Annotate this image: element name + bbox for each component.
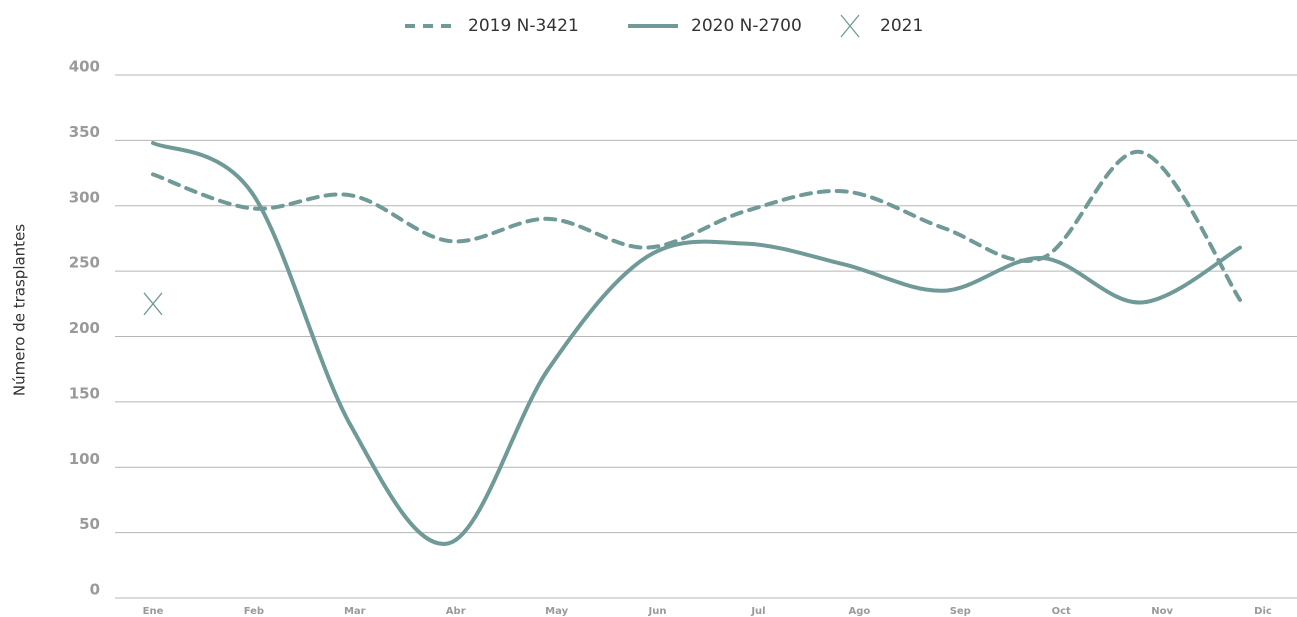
x-tick-label: Ago bbox=[848, 606, 870, 617]
x-tick-label: Mar bbox=[344, 606, 366, 617]
x-tick-label: Nov bbox=[1151, 606, 1173, 617]
y-tick-label: 350 bbox=[69, 123, 100, 141]
x-tick-label: Jul bbox=[750, 606, 765, 617]
series-line bbox=[151, 140, 1242, 546]
point-marker bbox=[143, 292, 163, 316]
x-tick-label: Feb bbox=[244, 606, 264, 617]
y-tick-label: 200 bbox=[69, 319, 100, 337]
legend-label: 2021 bbox=[880, 16, 923, 36]
y-tick-label: 400 bbox=[69, 58, 100, 76]
y-tick-label: 0 bbox=[90, 581, 100, 599]
series-line bbox=[151, 150, 1242, 302]
x-tick-label: Oct bbox=[1052, 606, 1071, 617]
x-tick-label: Sep bbox=[950, 606, 971, 617]
x-tick-label: May bbox=[545, 606, 568, 617]
legend-label: 2019 N-3421 bbox=[468, 16, 579, 36]
legend-marker bbox=[840, 14, 860, 38]
y-axis-label: Número de trasplantes bbox=[11, 224, 29, 396]
x-tick-label: Abr bbox=[446, 606, 466, 617]
x-tick-label: Ene bbox=[143, 606, 164, 617]
legend-label: 2020 N-2700 bbox=[691, 16, 802, 36]
y-tick-label: 250 bbox=[69, 254, 100, 272]
y-tick-label: 300 bbox=[69, 188, 100, 206]
x-tick-label: Dic bbox=[1254, 606, 1272, 617]
y-tick-label: 100 bbox=[69, 450, 100, 468]
y-tick-label: 150 bbox=[69, 384, 100, 402]
y-tick-label: 50 bbox=[79, 515, 100, 533]
x-tick-label: Jun bbox=[648, 606, 667, 617]
